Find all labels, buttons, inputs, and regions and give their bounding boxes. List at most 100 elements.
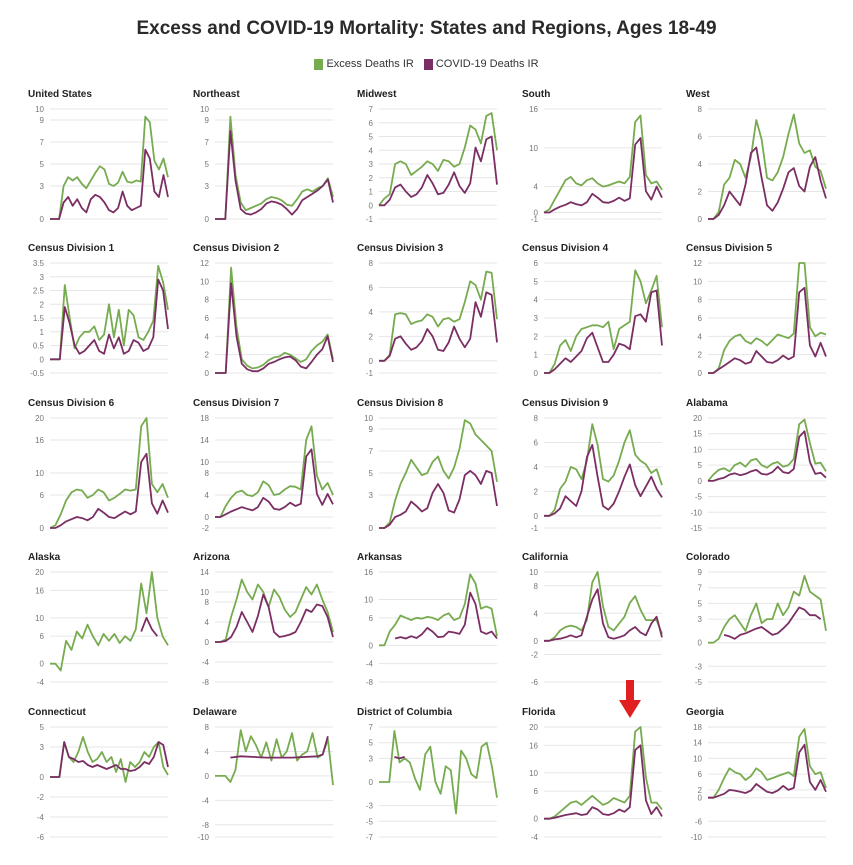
panel-title: Arkansas — [357, 552, 403, 563]
y-tick-label: 2.5 — [33, 287, 45, 296]
y-tick-label: 5 — [369, 739, 374, 748]
panel-alaska: Alaska 20 16 10 6 0 -4 — [28, 552, 178, 702]
y-tick-label: 9 — [40, 116, 45, 125]
excess-deaths-line — [544, 423, 663, 517]
y-tick-label: 0 — [534, 815, 539, 824]
panel-census-division-2: Census Division 2 12 10 8 6 4 2 0 — [193, 243, 343, 393]
y-tick-label: 2 — [698, 188, 703, 197]
y-tick-label: 5 — [698, 599, 703, 608]
covid-deaths-line — [723, 606, 822, 640]
y-tick-label: 18 — [693, 723, 702, 732]
y-tick-label: -3 — [695, 662, 703, 671]
covid-deaths-line — [708, 286, 827, 374]
panel-plot: 20 16 10 6 0 -4 — [35, 568, 169, 687]
excess-deaths-line — [708, 575, 827, 644]
panel-title: Midwest — [357, 89, 397, 100]
y-tick-label: 2 — [369, 174, 374, 183]
panel-title: Census Division 1 — [28, 243, 115, 254]
y-tick-label: -2 — [202, 524, 210, 533]
y-tick-label: 7 — [40, 138, 45, 147]
y-tick-label: -8 — [202, 821, 210, 830]
y-tick-label: 0 — [205, 369, 210, 378]
y-tick-label: 0 — [369, 778, 374, 787]
y-tick-label: 1 — [369, 188, 374, 197]
y-tick-label: 5 — [369, 133, 374, 142]
y-tick-label: 10 — [35, 614, 44, 623]
panel-plot: 8 6 4 2 0 -1 — [366, 259, 498, 378]
y-tick-label: 16 — [529, 741, 538, 750]
y-tick-label: -4 — [202, 796, 210, 805]
excess-deaths-line — [215, 115, 334, 220]
panel-connecticut: Connecticut 5 3 0 -2 -4 -6 — [28, 707, 178, 857]
y-tick-label: -7 — [366, 833, 374, 842]
covid-deaths-line — [544, 137, 663, 214]
panel-title: Census Division 3 — [357, 243, 444, 254]
y-tick-label: 4 — [369, 146, 374, 155]
y-tick-label: 6 — [698, 133, 703, 142]
y-tick-label: 8 — [698, 296, 703, 305]
y-tick-label: -10 — [197, 833, 209, 842]
y-tick-label: -4 — [202, 658, 210, 667]
y-tick-label: 4 — [205, 747, 210, 756]
y-tick-label: 0 — [534, 637, 539, 646]
y-tick-label: 4 — [534, 296, 539, 305]
y-tick-label: -0.5 — [30, 369, 44, 378]
y-tick-label: 10 — [693, 445, 702, 454]
y-tick-label: 0 — [40, 215, 45, 224]
y-tick-label: 10 — [35, 105, 44, 114]
panel-plot: 10 8 4 0 -2 -6 — [529, 568, 663, 687]
y-tick-label: 6 — [534, 438, 539, 447]
y-tick-label: 0 — [205, 772, 210, 781]
panel-title: Census Division 7 — [193, 398, 280, 409]
panel-census-division-9: Census Division 9 8 6 4 2 0 -1 — [522, 398, 672, 548]
covid-deaths-line — [50, 452, 169, 529]
panel-title: Census Division 2 — [193, 243, 280, 254]
y-tick-label: 16 — [35, 436, 44, 445]
y-tick-label: 8 — [205, 723, 210, 732]
excess-deaths-line — [215, 578, 334, 643]
y-tick-label: 10 — [200, 458, 209, 467]
y-tick-label: 7 — [698, 584, 703, 593]
y-tick-label: 8 — [205, 296, 210, 305]
y-tick-label: 5 — [205, 160, 210, 169]
red-arrow-down-icon — [619, 680, 641, 718]
y-tick-label: 5 — [698, 461, 703, 470]
y-tick-label: -5 — [695, 493, 703, 502]
legend-swatch-covid — [423, 58, 433, 70]
excess-deaths-line — [379, 270, 498, 362]
panel-title: Connecticut — [28, 707, 86, 718]
y-tick-label: 10 — [200, 588, 209, 597]
y-tick-label: 0 — [369, 524, 374, 533]
y-tick-label: 10 — [693, 754, 702, 763]
y-tick-label: 4 — [698, 332, 703, 341]
panel-title: California — [522, 552, 569, 563]
y-tick-label: -10 — [690, 508, 702, 517]
y-tick-label: -15 — [690, 524, 702, 533]
panel-plot: 20 16 10 6 0 — [35, 414, 169, 533]
y-tick-label: 6 — [369, 614, 374, 623]
y-tick-label: 5 — [534, 277, 539, 286]
y-tick-label: 9 — [205, 116, 210, 125]
panel-plot: 16 10 6 0 -4 -8 — [364, 568, 498, 687]
y-tick-label: 0 — [40, 355, 45, 364]
y-tick-label: -1 — [366, 215, 374, 224]
y-tick-label: 6 — [698, 770, 703, 779]
covid-deaths-line — [708, 743, 827, 799]
panel-title: Florida — [522, 707, 556, 718]
excess-deaths-line — [49, 417, 169, 529]
panel-plot: 7 6 5 4 3 2 1 0 -1 — [366, 105, 498, 224]
y-tick-label: 10 — [364, 596, 373, 605]
legend-item-excess: Excess Deaths IR — [314, 58, 414, 70]
covid-deaths-line — [544, 289, 663, 374]
covid-deaths-line — [708, 430, 827, 482]
y-tick-label: -1 — [531, 215, 539, 224]
panel-arkansas: Arkansas 16 10 6 0 -4 -8 — [357, 552, 507, 702]
y-tick-label: 14 — [693, 739, 702, 748]
y-tick-label: 0 — [40, 660, 45, 669]
y-tick-label: 6 — [369, 119, 374, 128]
y-tick-label: 1.5 — [33, 314, 45, 323]
y-tick-label: 5 — [40, 723, 45, 732]
y-tick-label: 0 — [698, 794, 703, 803]
y-tick-label: -5 — [695, 678, 703, 687]
y-tick-label: 0 — [698, 215, 703, 224]
